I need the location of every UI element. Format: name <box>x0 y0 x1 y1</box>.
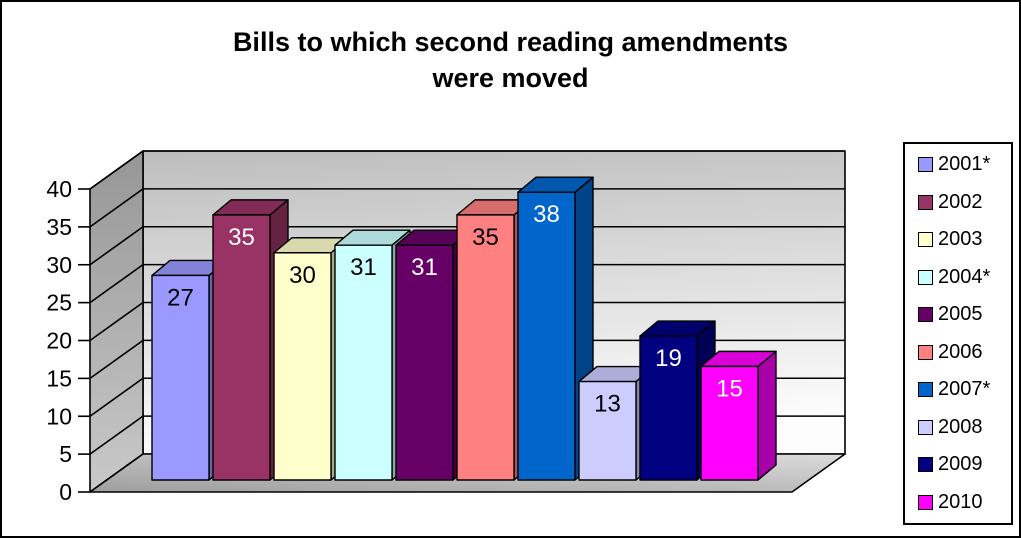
legend-item-2004: 2004* <box>918 266 1007 289</box>
bar-value-label: 15 <box>716 375 743 402</box>
bar-value-label: 27 <box>167 284 194 311</box>
bar-2007 <box>517 191 576 481</box>
bar-side-2010 <box>757 350 777 481</box>
legend-label: 2003 <box>938 228 983 251</box>
y-axis-tick-label: 25 <box>46 290 72 316</box>
legend-swatch-icon <box>918 457 933 473</box>
legend-item-2007: 2007* <box>918 378 1007 401</box>
chart-title: Bills to which second reading amendments… <box>2 24 1019 96</box>
y-axis-tick-label: 30 <box>46 252 72 278</box>
bar-2003 <box>273 252 332 481</box>
bar-value-label: 35 <box>228 224 255 251</box>
floor-corner-hidden-edge <box>89 453 144 493</box>
bar-2005 <box>395 244 454 481</box>
bar-2001 <box>151 274 210 481</box>
bar-value-label: 31 <box>350 254 377 281</box>
legend-swatch-icon <box>918 269 933 285</box>
legend-item-2006: 2006 <box>918 341 1007 364</box>
legend-swatch-icon <box>918 494 933 510</box>
bar-2006 <box>456 214 515 481</box>
bar-value-label: 38 <box>533 201 560 228</box>
bar-value-label: 35 <box>472 224 499 251</box>
chart-title-line-2: were moved <box>432 63 589 93</box>
legend-swatch-icon <box>918 307 933 323</box>
legend-label: 2004* <box>938 265 991 288</box>
gridline-slant-5 <box>89 415 144 455</box>
gridline-slant-40 <box>89 150 144 190</box>
gridline-slant-15 <box>89 339 144 380</box>
legend-label: 2010 <box>938 490 983 513</box>
legend: 2001* 2002 2003 2004* 2005 2006 2007* 2008 2009 2… <box>903 142 1013 525</box>
y-axis-tick-label: 0 <box>59 479 72 505</box>
bar-value-label: 19 <box>655 345 682 372</box>
legend-swatch-icon <box>918 344 933 360</box>
y-axis-tick-label: 10 <box>46 403 72 429</box>
bar-2004 <box>334 244 393 481</box>
bar-value-label: 13 <box>594 391 621 418</box>
y-axis-tick-label: 20 <box>46 328 72 354</box>
legend-label: 2007* <box>938 378 991 401</box>
bar-2010 <box>700 365 759 481</box>
legend-item-2009: 2009 <box>918 453 1007 476</box>
chart-title-line-1: Bills to which second reading amendments <box>232 27 789 57</box>
legend-swatch-icon <box>918 419 933 435</box>
bar-value-label: 30 <box>289 262 316 289</box>
legend-label: 2005 <box>938 303 983 326</box>
legend-item-2001: 2001* <box>918 153 1007 176</box>
legend-swatch-icon <box>918 382 933 398</box>
bar-value-label: 31 <box>411 254 438 281</box>
legend-label: 2009 <box>938 453 983 476</box>
legend-label: 2008 <box>938 415 983 438</box>
legend-item-2010: 2010 <box>918 491 1007 514</box>
bar-2009 <box>639 335 698 481</box>
y-axis-tick-label: 40 <box>46 176 72 202</box>
legend-item-2008: 2008 <box>918 416 1007 439</box>
legend-item-2002: 2002 <box>918 191 1007 214</box>
gridline-slant-30 <box>89 226 144 266</box>
y-axis-tick-label: 15 <box>46 365 72 391</box>
gridline-slant-25 <box>89 263 144 304</box>
legend-item-2005: 2005 <box>918 303 1007 326</box>
gridline-slant-35 <box>89 188 144 228</box>
legend-label: 2006 <box>938 340 983 363</box>
y-axis-tick-label: 5 <box>59 441 72 467</box>
y-axis-tick-label: 35 <box>46 214 72 240</box>
legend-swatch-icon <box>918 232 933 248</box>
legend-label: 2001* <box>938 153 991 175</box>
gridline-slant-20 <box>89 301 144 342</box>
gridline-slant-10 <box>89 377 144 417</box>
legend-swatch-icon <box>918 157 933 172</box>
legend-item-2003: 2003 <box>918 228 1007 251</box>
legend-label: 2002 <box>938 190 983 213</box>
bar-2002 <box>212 214 271 481</box>
bar-2008 <box>578 380 637 481</box>
legend-swatch-icon <box>918 194 933 210</box>
